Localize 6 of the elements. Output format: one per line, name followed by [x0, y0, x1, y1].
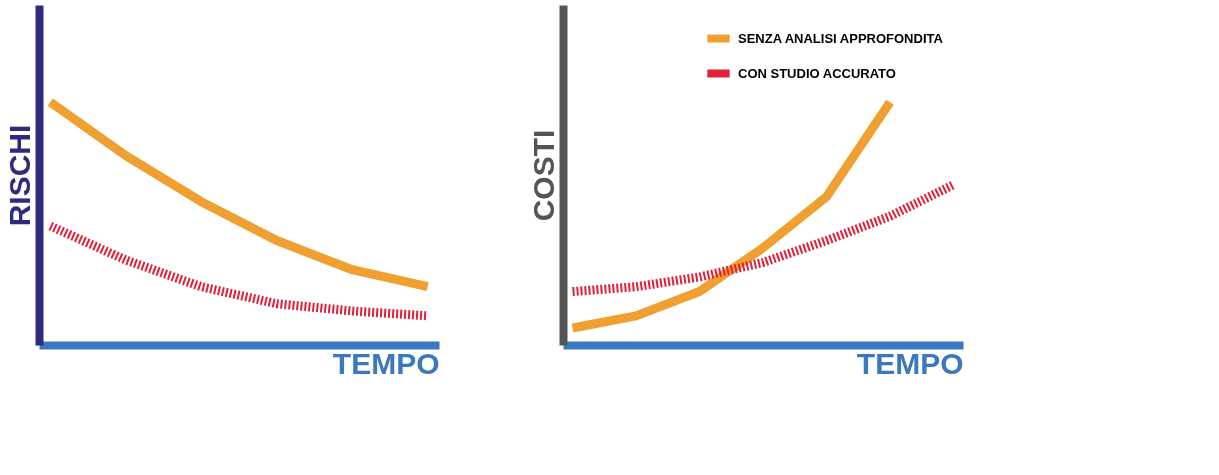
y-axis-title: RISCHI [2, 124, 36, 227]
legend-label: CON STUDIO ACCURATO [738, 65, 896, 81]
legend-label: SENZA ANALISI APPROFONDITA [738, 30, 944, 46]
x-axis-title: TEMPO [332, 346, 440, 380]
x-axis-title: TEMPO [856, 346, 964, 380]
y-axis-title: COSTI [526, 129, 560, 222]
